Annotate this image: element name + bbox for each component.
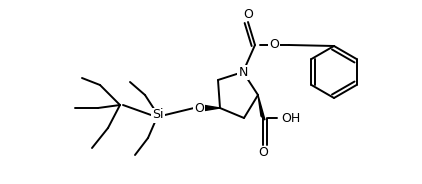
Text: O: O: [243, 8, 253, 22]
Polygon shape: [258, 95, 265, 120]
Text: O: O: [194, 102, 204, 114]
Text: N: N: [238, 66, 248, 79]
Polygon shape: [202, 105, 220, 111]
Text: Si: Si: [152, 109, 164, 121]
Text: OH: OH: [281, 112, 300, 125]
Text: O: O: [269, 38, 279, 52]
Text: O: O: [258, 146, 268, 158]
